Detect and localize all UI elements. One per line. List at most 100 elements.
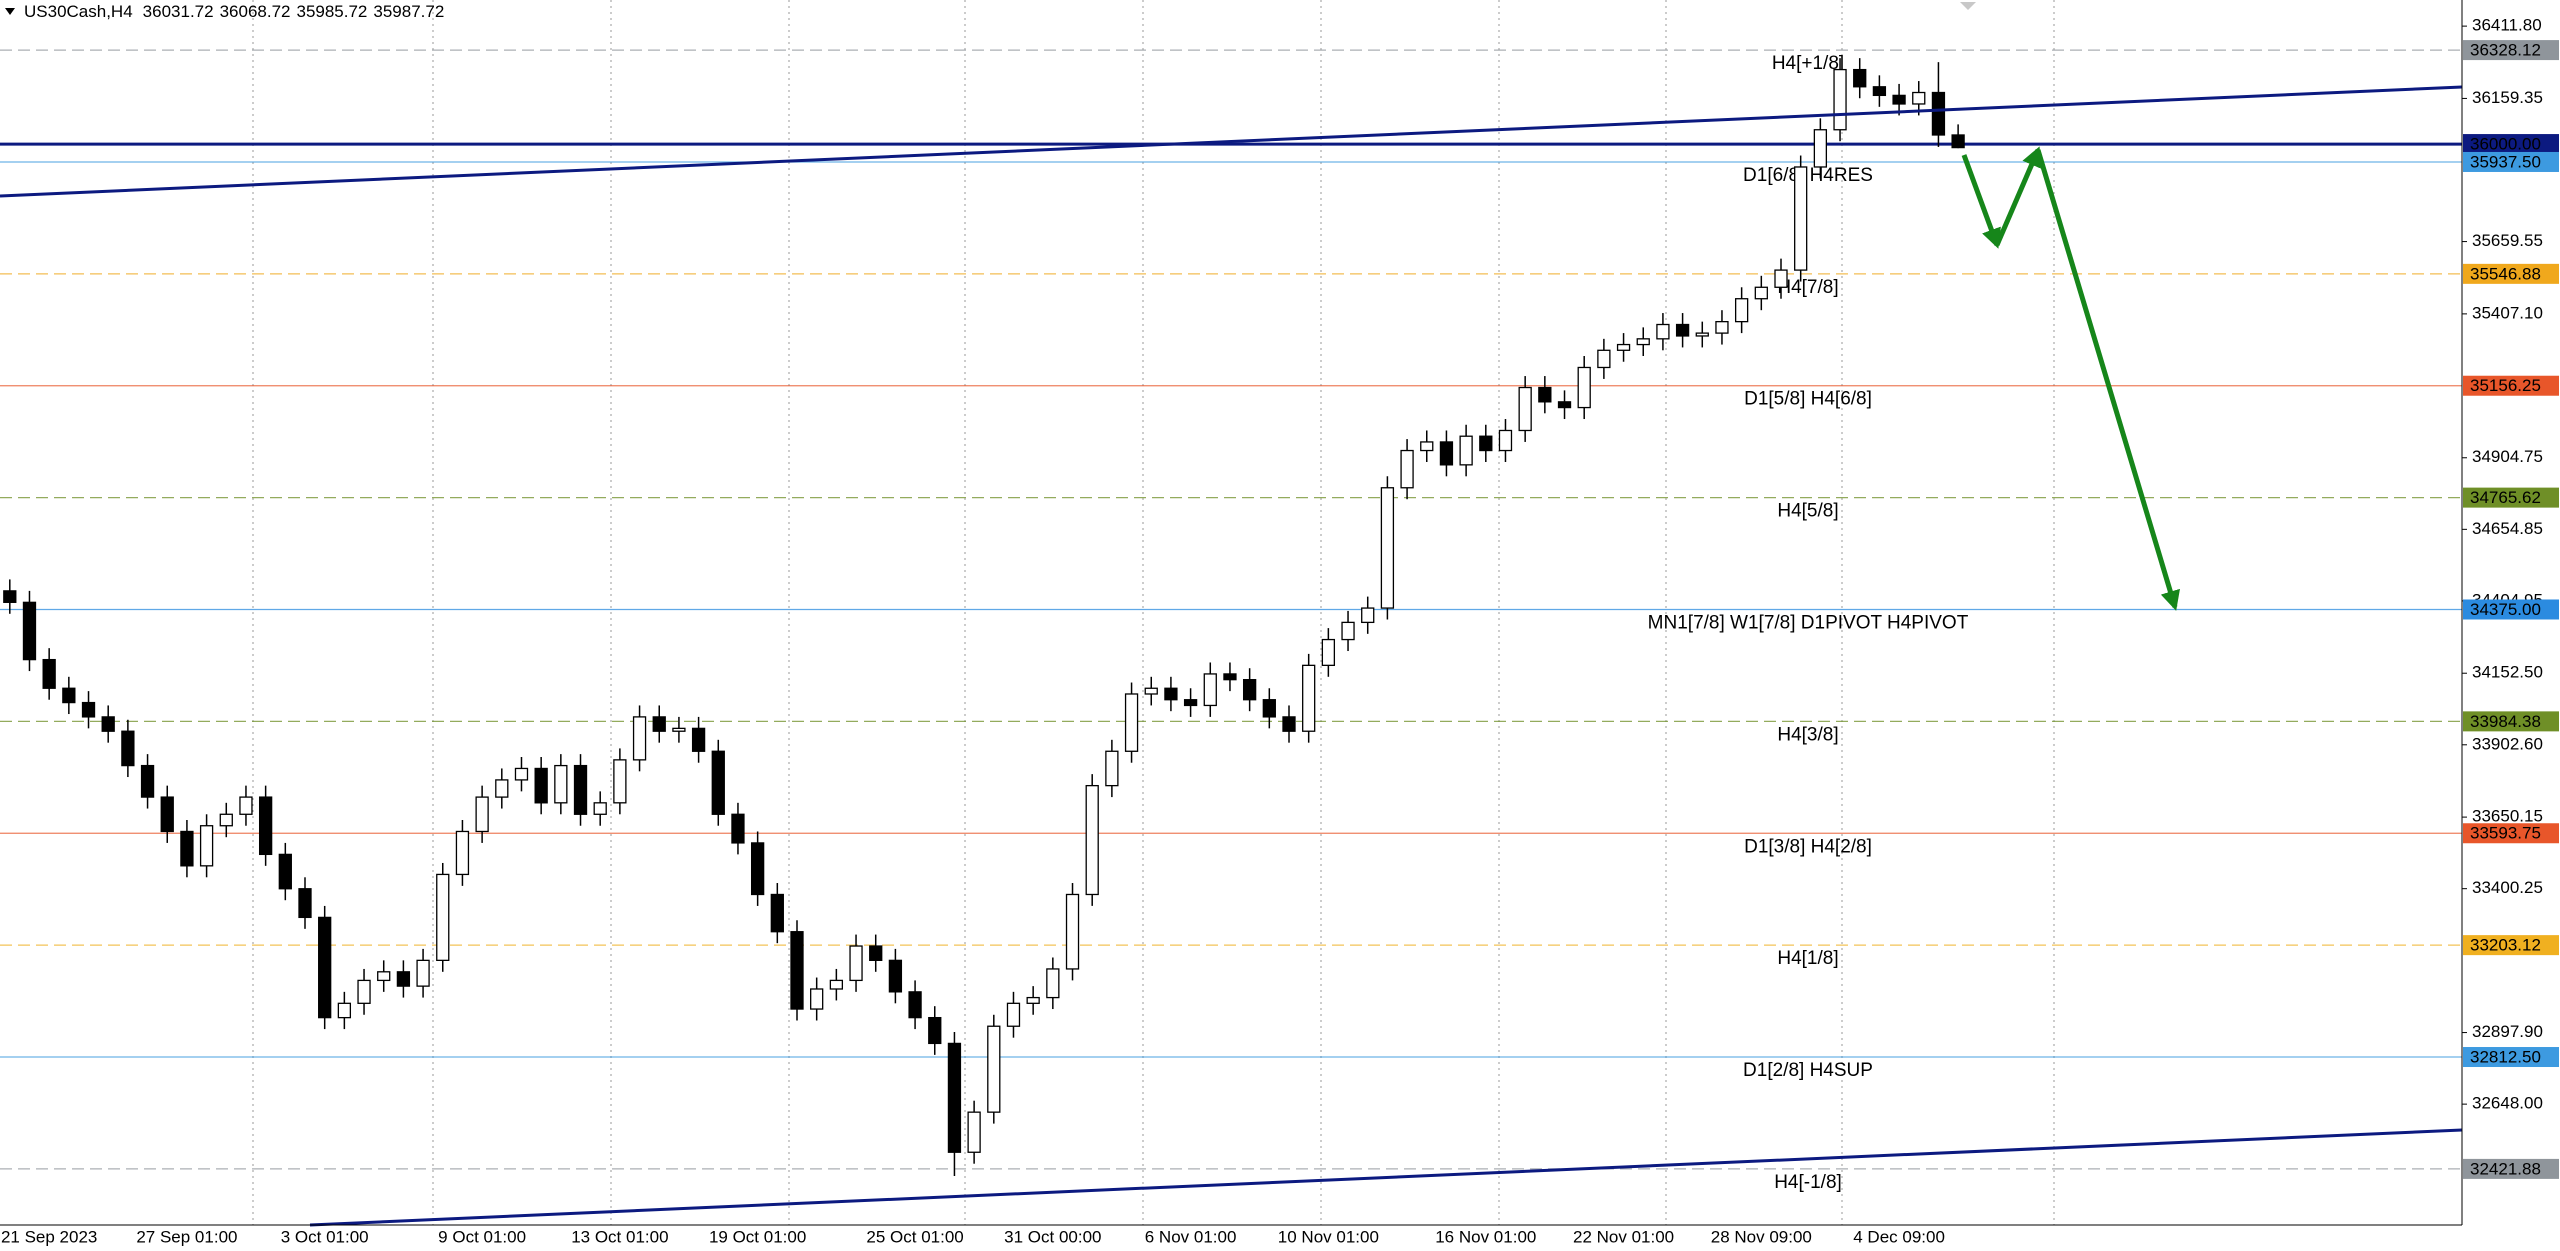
candle-body: [711, 750, 725, 815]
candle-body: [1498, 429, 1513, 452]
level-label: H4[5/8]: [1777, 501, 1838, 522]
level-label: H4[-1/8]: [1774, 1172, 1842, 1193]
y-tick-label: 32648.00: [2472, 1094, 2543, 1113]
x-tick-label: 9 Oct 01:00: [438, 1227, 526, 1246]
candle-body: [1892, 94, 1906, 105]
level-price-label: 34375.00: [2470, 600, 2541, 619]
level-label: D1[6/8] H4RES: [1743, 165, 1873, 186]
candle-body: [1813, 129, 1828, 168]
candle-body: [1124, 693, 1139, 752]
candle-body: [1774, 269, 1788, 288]
trendline-upper: [0, 85, 2463, 198]
menu-triangle: [5, 8, 15, 15]
candle-body: [514, 767, 529, 781]
level-price-box: [2463, 935, 2559, 956]
candle-body: [1164, 687, 1178, 701]
candle-body: [1065, 893, 1080, 970]
level-price-box: [2463, 40, 2559, 61]
candle-body: [495, 779, 509, 798]
level-price-box: [2463, 599, 2559, 620]
level-label: H4[+1/8]: [1772, 53, 1844, 74]
candle-body: [1006, 1002, 1021, 1027]
candle-body: [1597, 349, 1611, 369]
candle-body: [1616, 343, 1631, 351]
candle-body: [849, 945, 863, 982]
candle-body: [219, 813, 233, 827]
candle-body: [1144, 687, 1158, 695]
candle-body: [1636, 338, 1650, 346]
candle-body: [908, 991, 922, 1019]
y-tick-label: 33400.25: [2472, 878, 2543, 897]
candle-body: [672, 727, 686, 732]
candle-body: [1223, 673, 1237, 681]
price-axis-panel: [2462, 0, 2560, 1251]
x-tick-label: 10 Nov 01:00: [1278, 1227, 1379, 1246]
candle-body: [810, 988, 824, 1010]
candle-body: [1931, 91, 1946, 136]
candle-body: [632, 716, 647, 761]
level-label: H4[1/8]: [1777, 948, 1838, 969]
shift-marker: [1960, 2, 1976, 10]
candle-body: [1400, 449, 1414, 489]
candle-body: [1853, 68, 1867, 88]
candle-body: [258, 796, 273, 856]
candle-body: [770, 893, 784, 933]
candle-body: [1479, 435, 1493, 452]
x-tick-label: 25 Oct 01:00: [866, 1227, 963, 1246]
candle-body: [1242, 679, 1257, 701]
y-tick-label: 35659.55: [2472, 231, 2543, 250]
x-tick-label: 3 Oct 01:00: [281, 1227, 369, 1246]
level-price-box: [2463, 263, 2559, 284]
x-tick-label: 13 Oct 01:00: [571, 1227, 668, 1246]
candle-body: [416, 959, 430, 987]
candle-body: [436, 873, 450, 962]
candle-body: [62, 687, 76, 704]
forecast-arrow: [1961, 154, 2001, 249]
candle-body: [1085, 784, 1099, 896]
candle-body: [1675, 323, 1690, 337]
level-price-label: 32421.88: [2470, 1159, 2541, 1178]
candle-body: [1794, 166, 1808, 271]
candle-body: [337, 1002, 352, 1019]
candle-body: [357, 979, 371, 1004]
candle-body: [691, 727, 706, 752]
x-tick-label: 31 Oct 00:00: [1004, 1227, 1101, 1246]
candle-body: [1656, 323, 1670, 340]
level-price-box: [2463, 151, 2559, 172]
candle-body: [1518, 386, 1532, 432]
candle-body: [1439, 441, 1454, 466]
candle-body: [1754, 286, 1768, 300]
candle-body: [199, 825, 214, 867]
candle-body: [534, 767, 548, 804]
candle-body: [278, 853, 292, 890]
candle-body: [1321, 638, 1336, 666]
candle-body: [593, 802, 607, 815]
x-tick-label: 19 Oct 01:00: [709, 1227, 806, 1246]
candle-body: [947, 1042, 962, 1153]
candle-body: [1557, 401, 1572, 409]
candle-body: [573, 764, 588, 815]
x-tick-label: 28 Nov 09:00: [1711, 1227, 1812, 1246]
candle-body: [298, 888, 312, 919]
candle-body: [180, 830, 194, 867]
candle-body: [750, 842, 765, 896]
level-label: D1[5/8] H4[6/8]: [1744, 389, 1872, 410]
candle-body: [121, 730, 135, 767]
candle-body: [1951, 134, 1965, 149]
candle-body: [1380, 487, 1395, 609]
candle-body: [377, 971, 391, 982]
candle-body: [475, 796, 489, 833]
levels: H4[+1/8] D1[6/8] H4RES H4[7/8] D1[5/8] H4[6…: [0, 49, 2462, 1193]
candle-body: [160, 796, 174, 833]
candle-body: [455, 830, 470, 876]
trendline-lower: [309, 1128, 2463, 1227]
level-price-label: 35937.50: [2470, 152, 2541, 171]
candle-body: [829, 979, 844, 990]
candle-body: [1715, 320, 1729, 334]
candle-body: [1203, 673, 1217, 707]
candle-body: [1833, 68, 1847, 131]
y-tick-label: 34152.50: [2472, 663, 2543, 682]
time-axis: 21 Sep 2023 27 Sep 01:00 3 Oct 01:00 9 Oct …: [1, 1227, 1945, 1246]
candle-body: [140, 764, 155, 798]
candle-body: [22, 601, 37, 661]
